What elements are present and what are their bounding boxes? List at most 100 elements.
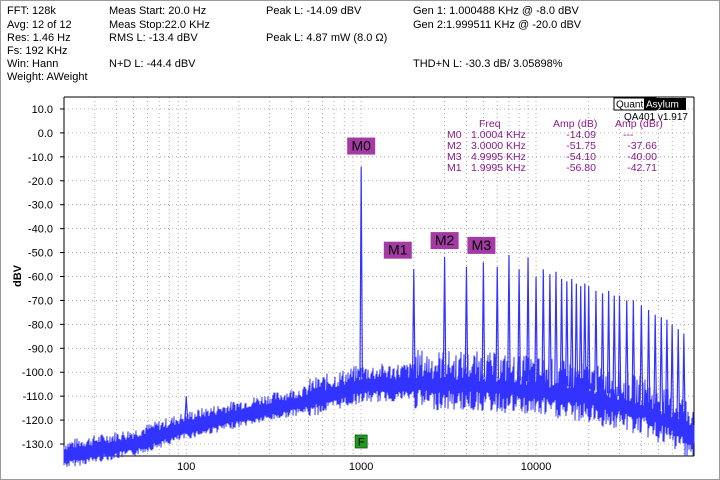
- marker-box[interactable]: [467, 236, 496, 254]
- brand-left-text: Quant: [616, 100, 643, 111]
- sample-rate: Fs: 192 KHz: [7, 45, 68, 57]
- marker-row-ampr: -40.00: [627, 151, 657, 163]
- marker-row-ampr: -42.71: [627, 162, 657, 174]
- resolution: Res: 1.46 Hz: [7, 32, 71, 44]
- marker-box[interactable]: [383, 241, 412, 259]
- average-count: Avg: 12 of 12: [7, 19, 72, 31]
- harmonic-peak: [639, 305, 644, 401]
- harmonic-peak: [600, 293, 605, 393]
- harmonic-peak: [653, 314, 657, 408]
- marker-row-ampr: -37.66: [627, 140, 657, 152]
- fft-size: FFT: 128k: [7, 5, 56, 17]
- harmonic-peak: [665, 319, 669, 413]
- marker-label-m1: M1: [388, 242, 408, 258]
- y-tick-label: -50.0: [28, 248, 53, 260]
- harmonic-peak: [464, 266, 469, 377]
- harmonic-peak: [659, 317, 664, 411]
- peak-level-mw: Peak L: 4.87 mW (8.0 Ω): [266, 32, 388, 44]
- marker-row-freq: 3.0000 KHz: [471, 140, 526, 152]
- y-tick-label: -110.0: [23, 391, 53, 403]
- harmonic-peak: [617, 295, 622, 396]
- marker-row-freq: 1.0004 KHz: [471, 129, 526, 141]
- marker-table-header-freq: Freq: [479, 118, 501, 130]
- harmonic-peak: [495, 266, 500, 379]
- harmonic-peak: [442, 256, 447, 376]
- thd-n-level: THD+N L: -30.3 dB/ 3.05898%: [413, 58, 563, 70]
- y-tick-label: -30.0: [28, 200, 53, 212]
- harmonic-peak: [670, 324, 674, 415]
- marker-row-amp: -51.75: [566, 140, 596, 152]
- marker-row-freq: 1.9995 KHz: [471, 162, 526, 174]
- harmonic-peak: [586, 286, 591, 389]
- marker-table-header-amp: Amp (dB): [553, 118, 597, 130]
- x-tick-label: 10000: [521, 461, 552, 473]
- noise-distortion-level: N+D L: -44.4 dBV: [109, 58, 196, 70]
- harmonic-peak: [517, 269, 521, 381]
- harmonic-peak: [682, 333, 686, 421]
- peak-level-dbv: Peak L: -14.09 dBV: [266, 5, 362, 17]
- brand-logo: Quant Asylum QA401 v1.917: [613, 97, 688, 123]
- harmonic-peak: [565, 281, 569, 387]
- harmonic-peak: [676, 329, 681, 418]
- marker-row-ampr: ---: [623, 129, 634, 141]
- harmonic-peak: [646, 309, 651, 405]
- x-tick-label: 100: [177, 461, 195, 473]
- y-tick-label: -90.0: [28, 343, 53, 355]
- harmonic-peak: [554, 271, 558, 385]
- harmonic-peak: [624, 300, 629, 398]
- brand-box-right: [644, 98, 686, 110]
- harmonic-peak: [578, 286, 583, 388]
- marker-row-name: M0: [447, 129, 462, 141]
- y-tick-label: -60.0: [28, 272, 53, 284]
- generator-1: Gen 1: 1.000488 KHz @ -8.0 dBV: [413, 5, 579, 17]
- harmonic-peak: [548, 274, 552, 384]
- y-tick-label: -20.0: [28, 176, 53, 188]
- marker-row-name: M2: [447, 140, 462, 152]
- harmonic-peak: [359, 166, 363, 378]
- marker-label-m2: M2: [435, 232, 455, 248]
- harmonic-peak: [594, 290, 598, 391]
- y-tick-label: -70.0: [28, 295, 53, 307]
- harmonic-peak: [612, 295, 617, 395]
- marker-row-amp: -54.10: [566, 151, 596, 163]
- marker-row-name: M1: [447, 162, 462, 174]
- y-tick-label: 0.0: [38, 128, 53, 140]
- meas-stop: Meas Stop:22.0 KHz: [109, 19, 210, 31]
- harmonic-peak: [569, 278, 574, 387]
- harmonic-peak: [411, 268, 416, 375]
- x-tick-label: 1000: [349, 461, 373, 473]
- fundamental-marker-label: F: [358, 437, 365, 449]
- marker-table: Freq Amp (dB) Amp (dBr) M0 1.0004 KHz -1…: [447, 118, 663, 174]
- generator-2: Gen 2:1.999511 KHz @ -20.0 dBV: [413, 19, 582, 31]
- harmonic-peak: [541, 269, 546, 383]
- y-tick-label: -40.0: [28, 224, 53, 236]
- harmonic-peak: [184, 396, 189, 418]
- y-tick-label: -120.0: [22, 415, 53, 427]
- y-tick-label: -80.0: [28, 319, 53, 331]
- marker-box[interactable]: [430, 232, 459, 250]
- marker-box[interactable]: [347, 137, 376, 155]
- y-tick-label: -10.0: [28, 152, 53, 164]
- rms-level: RMS L: -13.4 dBV: [109, 32, 198, 44]
- y-tick-labels: 10.0 0.0 -10.0 -20.0 -30.0 -40.0 -50.0 -60.0 -70…: [22, 104, 64, 451]
- marker-row-amp: -56.80: [566, 162, 596, 174]
- marker-row-name: M3: [447, 151, 462, 163]
- marker-row-amp: -14.09: [566, 129, 596, 141]
- harmonic-peak: [526, 257, 530, 382]
- fundamental-marker[interactable]: [354, 434, 368, 449]
- y-tick-label: -130.0: [22, 439, 53, 451]
- harmonic-peak: [534, 276, 538, 382]
- y-axis-label: dBV: [12, 264, 24, 287]
- marker-row-freq: 4.9995 KHz: [471, 151, 526, 163]
- harmonic-peak: [583, 283, 587, 389]
- brand-right-text: Asylum: [646, 100, 679, 111]
- weighting: Weight: AWeight: [7, 71, 88, 83]
- marker-label-m0: M0: [351, 138, 371, 154]
- marker-label-m3: M3: [472, 237, 492, 253]
- harmonic-peak: [481, 262, 486, 378]
- meas-start: Meas Start: 20.0 Hz: [109, 5, 207, 17]
- noise-floor-trace: [63, 349, 695, 468]
- spectrum-trace: [63, 166, 695, 468]
